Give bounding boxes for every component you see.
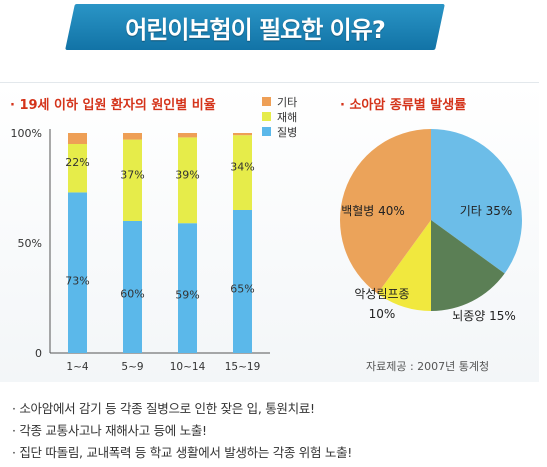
bar-data-label: 22% bbox=[65, 156, 89, 169]
bar-chart-legend: 기타 재해 질병 bbox=[262, 94, 297, 139]
bar-data-label: 73% bbox=[65, 275, 89, 288]
pie-slice bbox=[431, 220, 505, 311]
y-tick-label: 50% bbox=[18, 237, 42, 250]
bullet-item-2: · 각종 교통사고나 재해사고 등에 노출! bbox=[12, 423, 207, 438]
bar-segment bbox=[178, 223, 197, 353]
bar-chart-title: · 19세 이하 입원 환자의 원인별 비율 bbox=[10, 98, 216, 113]
bar-segment bbox=[233, 135, 252, 210]
pie-label-leukemia: 백혈병 40% bbox=[341, 204, 405, 218]
bar-data-label: 37% bbox=[120, 168, 144, 181]
legend-swatch-other bbox=[262, 97, 271, 106]
bar-segment bbox=[68, 133, 87, 144]
legend-swatch-disease bbox=[262, 127, 271, 136]
bar-segment bbox=[233, 210, 252, 353]
legend-swatch-accident bbox=[262, 112, 271, 121]
legend-label-accident: 재해 bbox=[277, 110, 298, 124]
y-tick-label: 0 bbox=[35, 347, 42, 360]
bar-data-label: 39% bbox=[175, 168, 199, 181]
legend-item-disease: 질병 bbox=[262, 124, 297, 139]
pie-label-other: 기타 35% bbox=[460, 204, 513, 218]
pie-label-lymphoma-value: 10% bbox=[369, 307, 396, 321]
bar-data-label: 34% bbox=[230, 161, 254, 174]
legend-label-disease: 질병 bbox=[277, 125, 298, 139]
bar-segment bbox=[68, 144, 87, 193]
page-title: 어린이보험이 필요한 이유? bbox=[125, 15, 386, 44]
legend-item-accident: 재해 bbox=[262, 109, 297, 124]
legend-label-other: 기타 bbox=[277, 95, 298, 109]
pie-label-lymphoma: 악성림프종 bbox=[354, 287, 409, 301]
bar-data-label: 65% bbox=[230, 283, 254, 296]
bullet-item-1: · 소아암에서 감기 등 각종 질병으로 인한 잦은 입, 통원치료! bbox=[12, 401, 315, 416]
bullet-item-3: · 집단 따돌림, 교내폭력 등 학교 생활에서 발생하는 각종 위험 노출! bbox=[12, 445, 352, 460]
pie-slice bbox=[340, 129, 431, 294]
bar-segment bbox=[178, 133, 197, 138]
pie-slice bbox=[377, 220, 431, 311]
pie-label-brain-tumor: 뇌종양 15% bbox=[452, 309, 516, 323]
x-tick-label: 15~19 bbox=[225, 361, 261, 373]
y-tick-label: 100% bbox=[11, 127, 42, 140]
pie-chart-title: · 소아암 종류별 발생률 bbox=[340, 98, 467, 113]
x-tick-label: 5~9 bbox=[121, 361, 143, 373]
legend-item-other: 기타 bbox=[262, 94, 297, 109]
x-tick-label: 10~14 bbox=[170, 361, 206, 373]
bar-data-label: 59% bbox=[175, 289, 199, 302]
pie-slice bbox=[431, 129, 522, 274]
bar-segment bbox=[68, 192, 87, 353]
bar-segment bbox=[123, 139, 142, 221]
bar-segment bbox=[123, 221, 142, 353]
bar-segment bbox=[233, 133, 252, 136]
bar-segment bbox=[123, 133, 142, 140]
bar-data-label: 60% bbox=[120, 288, 144, 301]
x-tick-label: 1~4 bbox=[66, 361, 88, 373]
source-note: 자료제공 : 2007년 통계청 bbox=[366, 360, 490, 373]
bar-segment bbox=[178, 137, 197, 224]
bullet-list: · 소아암에서 감기 등 각종 질병으로 인한 잦은 입, 통원치료! · 각종… bbox=[12, 398, 352, 464]
